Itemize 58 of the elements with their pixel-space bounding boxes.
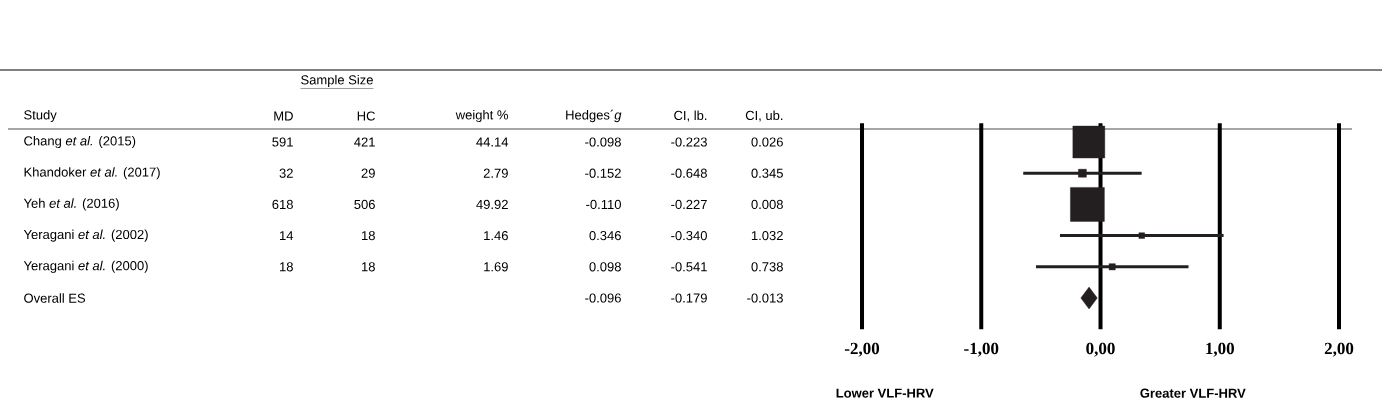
category-label: Overall ES (24, 293, 86, 303)
point (1078, 169, 1087, 178)
text: 44.14 (476, 137, 509, 147)
point (1108, 263, 1116, 271)
category-label: Yeh et al. (2016) (23, 198, 119, 211)
category-label: Study (24, 109, 57, 123)
text: 591 (272, 137, 293, 147)
text: 618 (272, 199, 293, 209)
x-tick-label: 2,00 (1324, 342, 1354, 357)
text: 506 (354, 199, 375, 209)
text: 49.92 (476, 199, 508, 209)
category-label: Chang et al. (2015) (24, 135, 136, 149)
text: 0.008 (751, 199, 783, 209)
category-label: weight % (455, 109, 508, 123)
x-tick-label: -1,00 (964, 342, 999, 357)
text: -0.648 (671, 168, 707, 178)
text: 18 (362, 262, 375, 272)
text: 421 (354, 137, 375, 147)
text: 18 (362, 231, 375, 241)
text: -0.179 (671, 293, 707, 303)
text: 1.69 (484, 262, 508, 272)
category-label: Yeragani et al. (2000) (23, 260, 148, 273)
text: 32 (279, 168, 293, 178)
text: -0.013 (747, 293, 783, 303)
text: -0.541 (671, 262, 707, 272)
text: 0.738 (751, 262, 783, 272)
category-label: HC (357, 111, 375, 121)
category-label: MD (274, 111, 293, 121)
text: -0.223 (671, 137, 707, 147)
x-tick-label: 1,00 (1206, 342, 1234, 357)
text: Lower VLF-HRV (836, 388, 934, 398)
text: 1.032 (751, 231, 783, 241)
text: 29 (361, 168, 375, 178)
x-tick-label: -2,00 (844, 342, 880, 357)
text: 0.345 (751, 168, 783, 178)
text: Greater VLF-HRV (1140, 388, 1246, 398)
text: 0.098 (589, 262, 621, 272)
text: 1.46 (484, 231, 508, 241)
text: 14 (280, 231, 294, 241)
text: -0.152 (585, 168, 621, 178)
text: -0.096 (585, 293, 621, 303)
text: -0.227 (671, 199, 707, 209)
text: -0.098 (585, 137, 621, 147)
text: -0.340 (671, 231, 707, 241)
x-tick-label: 0,00 (1086, 342, 1115, 357)
point (1080, 286, 1098, 310)
category-label: CI, lb. (674, 110, 707, 122)
category-label: Yeragani et al. (2002) (23, 229, 148, 242)
text: Sample Size (301, 74, 373, 88)
point (1138, 232, 1145, 239)
category-label: Hedges´g (566, 109, 622, 123)
text: -0.110 (586, 199, 621, 209)
category-label: Khandoker et al. (2017) (24, 167, 160, 180)
text: 18 (280, 262, 293, 272)
category-label: CI, ub. (745, 110, 783, 122)
text: 2.79 (483, 168, 508, 178)
text: 0.346 (589, 231, 621, 241)
text: 0.026 (751, 137, 783, 147)
